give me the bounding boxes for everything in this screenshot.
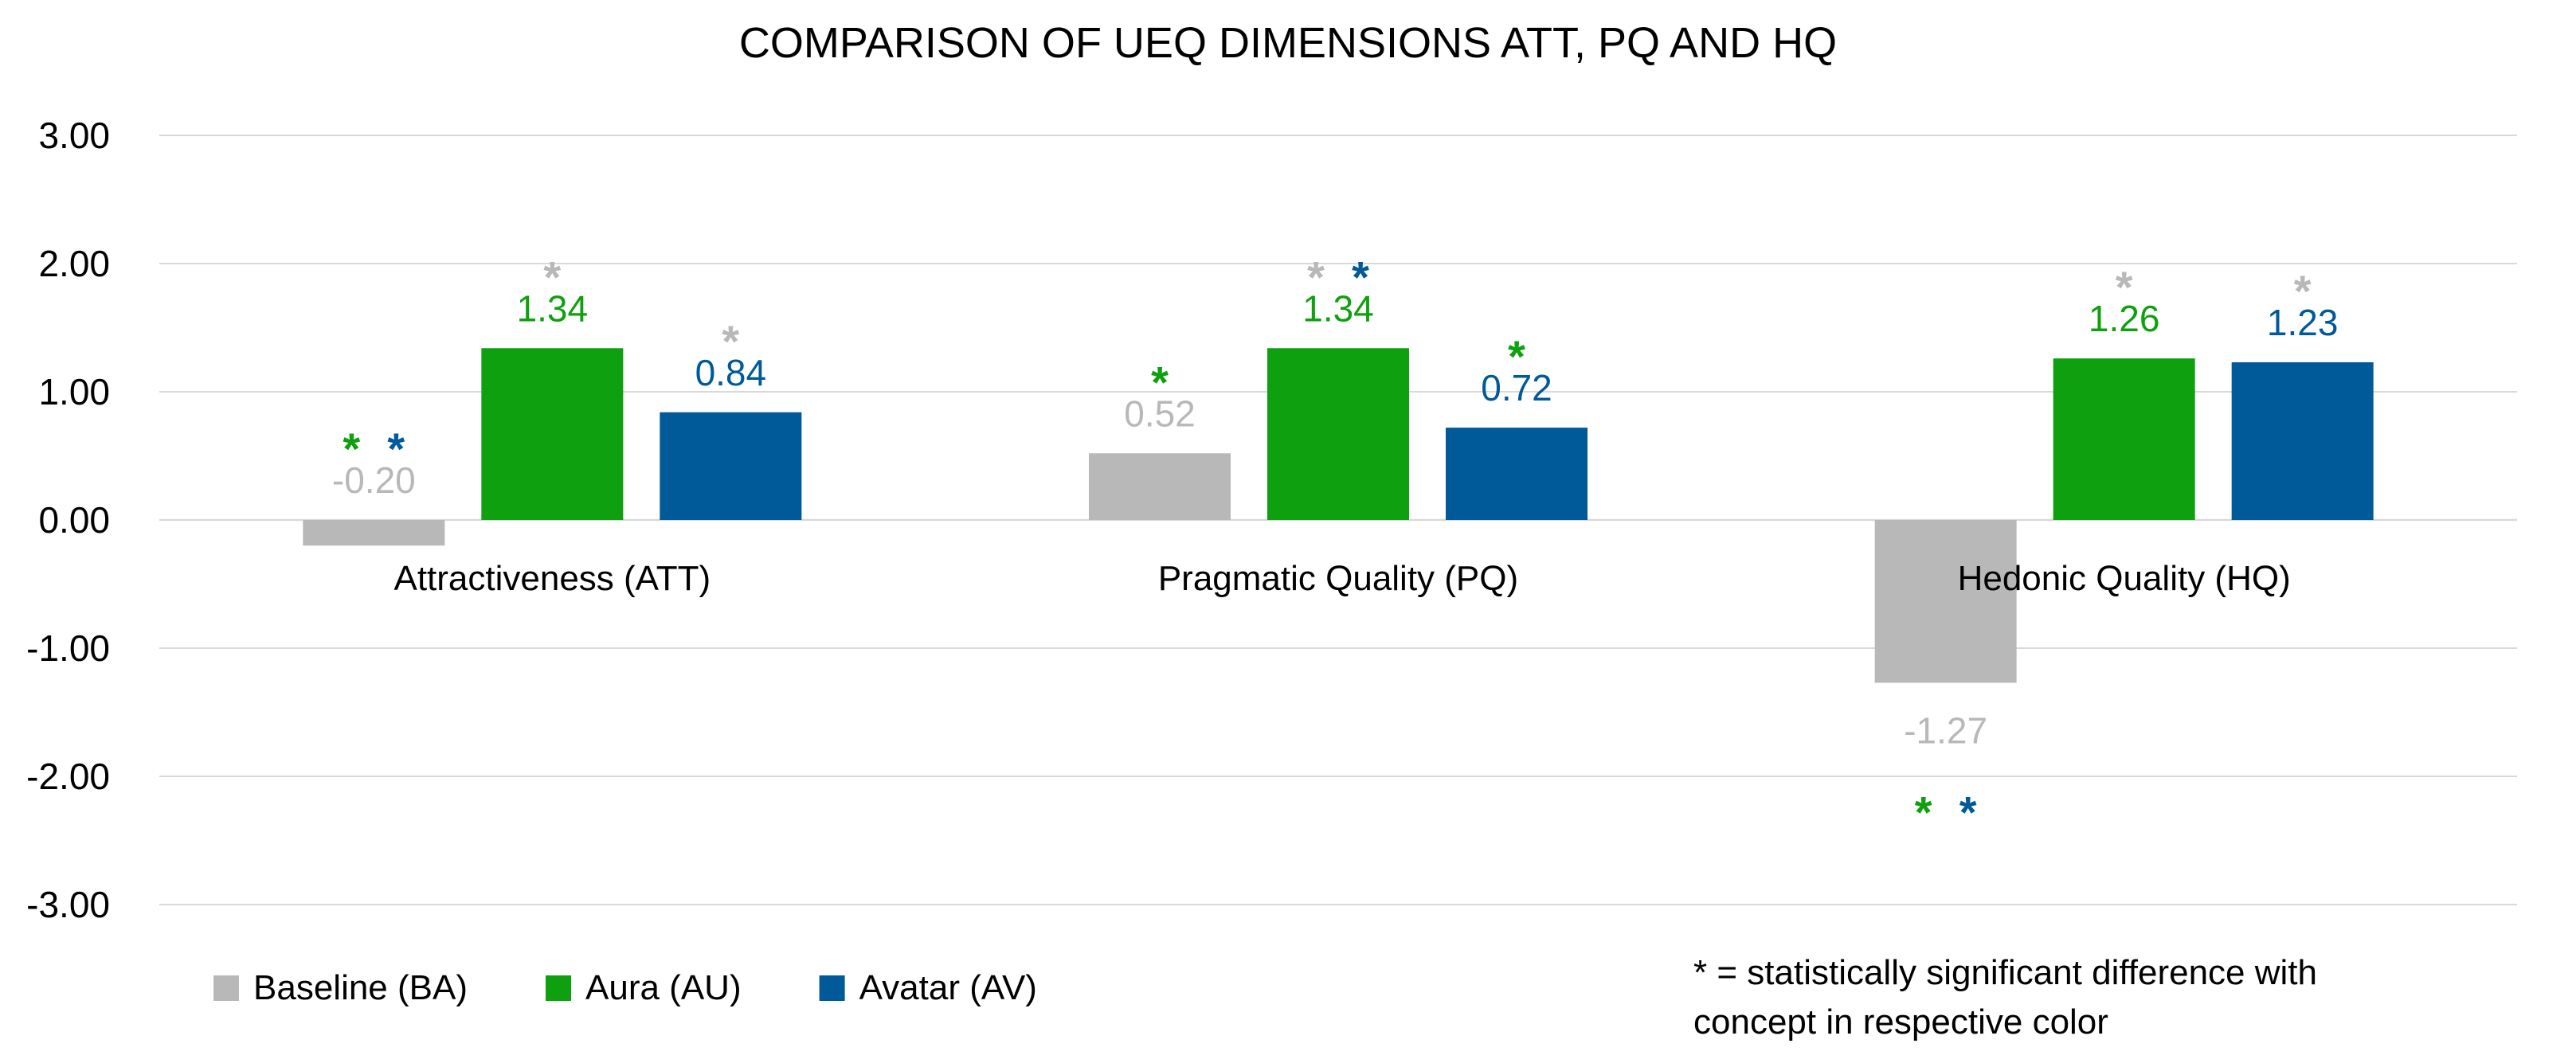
bars xyxy=(303,348,2374,683)
note-line: * = statistically significant difference… xyxy=(1693,953,2317,992)
bar xyxy=(303,520,445,546)
data-label: 0.52 xyxy=(1124,393,1196,434)
significance-star: * xyxy=(343,424,360,474)
bar xyxy=(1089,453,1231,520)
significance-note: * = statistically significant difference… xyxy=(1693,953,2317,1042)
y-tick-label: -3.00 xyxy=(26,884,110,925)
y-tick-label: -1.00 xyxy=(26,627,110,669)
significance-markers: * * * * * * * * * * * * xyxy=(343,252,2311,837)
data-label: 1.34 xyxy=(517,287,589,329)
legend-swatch xyxy=(213,975,239,1001)
data-label: -1.27 xyxy=(1904,709,1987,751)
bar xyxy=(1267,348,1409,520)
x-category-label: Pragmatic Quality (PQ) xyxy=(1158,559,1518,598)
data-label: 1.26 xyxy=(2089,298,2160,339)
y-axis: 3.00 2.00 1.00 0.00 -1.00 -2.00 -3.00 xyxy=(26,115,110,925)
significance-star: * xyxy=(2116,262,2133,312)
y-tick-label: 0.00 xyxy=(38,499,110,541)
significance-star: * xyxy=(1959,787,1977,837)
x-axis: Attractiveness (ATT) Pragmatic Quality (P… xyxy=(393,559,2290,598)
x-category-label: Hedonic Quality (HQ) xyxy=(1958,559,2291,598)
significance-star: * xyxy=(387,424,405,474)
data-label: -0.20 xyxy=(332,459,416,501)
significance-star: * xyxy=(722,316,739,366)
data-label: 0.84 xyxy=(695,352,767,393)
x-category-label: Attractiveness (ATT) xyxy=(393,559,711,598)
significance-star: * xyxy=(1508,331,1525,381)
legend-label: Avatar (AV) xyxy=(859,968,1037,1007)
data-label: 1.23 xyxy=(2267,302,2339,343)
significance-star: * xyxy=(1151,357,1169,407)
bar xyxy=(660,412,802,520)
note-line: concept in respective color xyxy=(1693,1002,2108,1042)
significance-star: * xyxy=(543,252,561,302)
significance-star: * xyxy=(1352,252,1369,302)
legend: Baseline (BA) Aura (AU) Avatar (AV) xyxy=(213,968,1037,1007)
y-tick-label: 3.00 xyxy=(38,115,110,156)
bar xyxy=(1446,428,1587,520)
bar xyxy=(1874,520,2017,683)
significance-star: * xyxy=(1915,787,1932,837)
y-tick-label: -2.00 xyxy=(26,756,110,797)
y-tick-label: 1.00 xyxy=(38,371,110,412)
legend-swatch xyxy=(546,975,572,1001)
legend-swatch xyxy=(819,975,845,1001)
bar xyxy=(481,348,624,520)
legend-label: Aura (AU) xyxy=(585,968,742,1007)
significance-star: * xyxy=(1307,252,1325,302)
bar xyxy=(2053,358,2195,520)
chart-title: COMPARISON OF UEQ DIMENSIONS ATT, PQ AND… xyxy=(739,19,1837,67)
bar xyxy=(2231,361,2374,520)
data-label: 0.72 xyxy=(1481,367,1552,408)
legend-label: Baseline (BA) xyxy=(253,968,468,1007)
data-labels: -0.20 1.34 0.84 0.52 1.34 0.72 -1.27 1.26 1.23 xyxy=(332,287,2339,751)
y-tick-label: 2.00 xyxy=(38,243,110,284)
data-label: 1.34 xyxy=(1302,287,1374,329)
significance-star: * xyxy=(2294,266,2312,316)
